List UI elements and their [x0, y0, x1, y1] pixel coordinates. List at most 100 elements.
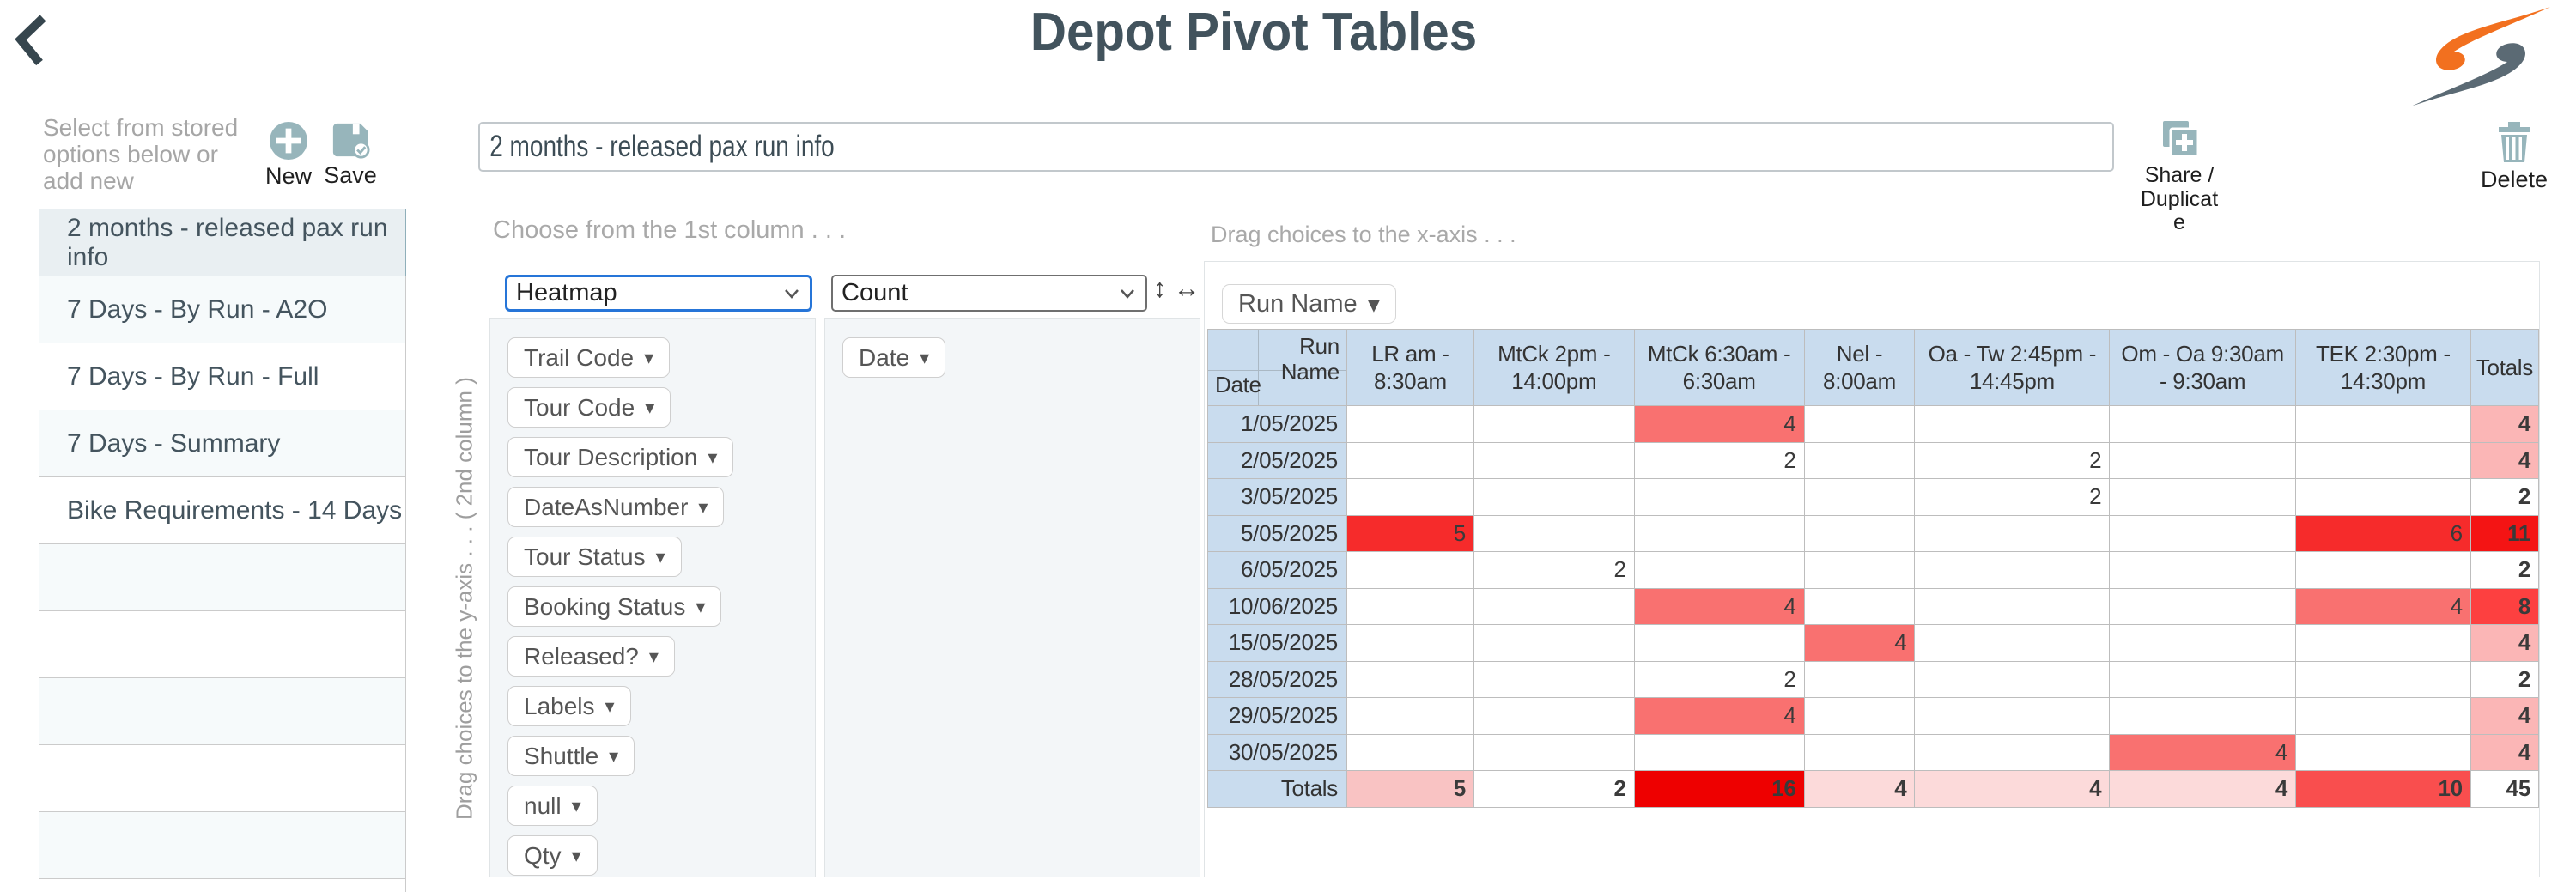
pivot-cell: 2	[1914, 478, 2111, 516]
saved-pivot-item-label: 7 Days - Summary	[67, 428, 281, 458]
pivot-column-header: LR am - 8:30am	[1346, 329, 1474, 406]
resize-horizontal-icon[interactable]: ↔	[1173, 273, 1200, 303]
pivot-cell: 4	[1633, 697, 1805, 735]
pivot-cell	[1914, 405, 2111, 443]
delete-button[interactable]: Delete	[2456, 121, 2573, 193]
field-button-tour-code[interactable]: Tour Code ▾	[507, 387, 671, 428]
pivot-row-label: 15/05/2025	[1207, 624, 1347, 662]
column1-fields: Trail Code ▾ Tour Code ▾ Tour Description ▾ Da…	[490, 319, 815, 876]
pivot-totals-row: Totals 5 2 16 4 4 4 10 45	[1207, 770, 2540, 808]
pivot-cell	[2295, 551, 2471, 589]
saved-pivot-item[interactable]: 7 Days - By Run - Full	[39, 343, 406, 410]
resize-vertical-icon[interactable]: ↕	[1153, 273, 1167, 303]
delete-button-label: Delete	[2480, 167, 2549, 192]
company-logo	[2411, 7, 2550, 106]
pivot-cell: 6	[2295, 514, 2471, 552]
pivot-row: 30/05/2025 4 4	[1207, 733, 2540, 771]
field-button-booking-status[interactable]: Booking Status ▾	[507, 586, 722, 627]
saved-pivot-empty-row[interactable]	[39, 610, 406, 678]
field-button-date[interactable]: Date ▾	[842, 337, 946, 378]
pivot-cell	[1914, 697, 2111, 735]
pivot-cell	[1803, 660, 1916, 698]
column2-fields-panel: Date ▾	[824, 318, 1200, 877]
field-button-label: Tour Code	[524, 393, 635, 421]
caret-down-icon: ▾	[1367, 290, 1381, 319]
field-button-shuttle[interactable]: Shuttle ▾	[507, 736, 635, 776]
field-button-trail-code[interactable]: Trail Code ▾	[507, 337, 671, 378]
page-title: Depot Pivot Tables	[1030, 3, 1478, 62]
save-button[interactable]: Save	[312, 120, 389, 189]
column1-fields-panel: Trail Code ▾ Tour Code ▾ Tour Description ▾ Da…	[489, 318, 816, 877]
field-button-released-[interactable]: Released? ▾	[507, 636, 675, 677]
pivot-cell: 4	[1633, 405, 1805, 443]
pivot-name-value: 2 months - released pax run info	[489, 130, 835, 163]
new-button[interactable]: New	[250, 121, 327, 190]
caret-down-icon: ▾	[571, 844, 581, 866]
saved-pivot-empty-row[interactable]	[39, 543, 406, 611]
pivot-cell	[1473, 514, 1635, 552]
saved-pivot-empty-row[interactable]	[39, 744, 406, 812]
pivot-cell	[1473, 441, 1635, 479]
saved-pivot-item[interactable]: Bike Requirements - 14 Days	[39, 476, 406, 544]
field-button-label: Tour Status	[524, 543, 646, 570]
pivot-row: 3/05/2025 2 2	[1207, 478, 2540, 516]
pivot-cell	[1346, 624, 1474, 662]
pivot-cell	[1803, 514, 1916, 552]
pivot-row: 6/05/2025 2 2	[1207, 551, 2540, 589]
saved-pivot-empty-row[interactable]	[39, 878, 406, 892]
pivot-cell: 5	[1346, 770, 1474, 808]
saved-pivot-item-label: Bike Requirements - 14 Days	[67, 495, 403, 525]
pivot-column-header: Totals	[2470, 329, 2540, 406]
field-button-qty[interactable]: Qty ▾	[507, 835, 598, 876]
field-button-label: Tour Description	[524, 443, 698, 470]
field-button-tour-status[interactable]: Tour Status ▾	[507, 537, 682, 577]
pivot-cell	[1633, 514, 1805, 552]
pivot-cell	[2109, 441, 2297, 479]
pivot-cell	[2109, 514, 2297, 552]
saved-pivot-item-label: 7 Days - By Run - Full	[67, 361, 319, 391]
pivot-cell: 4	[2470, 441, 2540, 479]
pivot-corner-cell: Run Name Date	[1207, 329, 1347, 406]
pivot-cell: 2	[1473, 770, 1635, 808]
pivot-row: 5/05/2025 5 6 11	[1207, 514, 2540, 552]
corner-divider-v	[1258, 330, 1259, 405]
corner-divider-h	[1208, 370, 1346, 371]
pivot-cell	[1914, 733, 2111, 771]
pivot-cell: 45	[2470, 770, 2540, 808]
pivot-cell: 4	[1914, 770, 2111, 808]
saved-pivot-empty-row[interactable]	[39, 677, 406, 745]
share-duplicate-button[interactable]: Share / Duplicate	[2135, 119, 2224, 235]
field-button-tour-description[interactable]: Tour Description ▾	[507, 437, 734, 477]
x-axis-field-pill[interactable]: Run Name ▾	[1222, 284, 1397, 324]
pivot-name-input[interactable]: 2 months - released pax run info	[478, 122, 2114, 172]
saved-pivot-item-label: 2 months - released pax run info	[67, 213, 388, 271]
pivot-cell	[1346, 405, 1474, 443]
pivot-row-label: 28/05/2025	[1207, 660, 1347, 698]
pivot-cell: 16	[1633, 770, 1805, 808]
aggregation-select[interactable]: Count	[831, 275, 1147, 312]
saved-pivot-item[interactable]: 7 Days - Summary	[39, 410, 406, 477]
choose-column-hint: Choose from the 1st column . . .	[493, 216, 847, 244]
pivot-row: 29/05/2025 4 4	[1207, 697, 2540, 735]
pivot-cell	[1803, 441, 1916, 479]
save-button-label: Save	[324, 162, 377, 188]
saved-pivot-empty-row[interactable]	[39, 811, 406, 879]
pivot-cell	[1633, 551, 1805, 589]
pivot-cell: 2	[1473, 551, 1635, 589]
saved-pivot-item[interactable]: 7 Days - By Run - A2O	[39, 276, 406, 343]
pivot-table: Run Name Date LR am - 8:30am MtCk 2pm - 1…	[1207, 329, 2540, 808]
pivot-cell	[1346, 441, 1474, 479]
pivot-row: 10/06/2025 4 4 8	[1207, 587, 2540, 625]
field-button-null[interactable]: null ▾	[507, 786, 598, 826]
pivot-column-header: Nel - 8:00am	[1803, 329, 1916, 406]
pivot-row-label: 5/05/2025	[1207, 514, 1347, 552]
field-button-dateasnumber[interactable]: DateAsNumber ▾	[507, 487, 725, 527]
back-icon[interactable]	[12, 14, 50, 67]
pivot-cell: 10	[2295, 770, 2471, 808]
trash-icon	[2499, 122, 2530, 162]
saved-pivot-item[interactable]: 2 months - released pax run info	[39, 209, 406, 276]
chart-type-select[interactable]: Heatmap	[505, 275, 812, 312]
field-button-labels[interactable]: Labels ▾	[507, 686, 631, 726]
pivot-cell	[1633, 624, 1805, 662]
